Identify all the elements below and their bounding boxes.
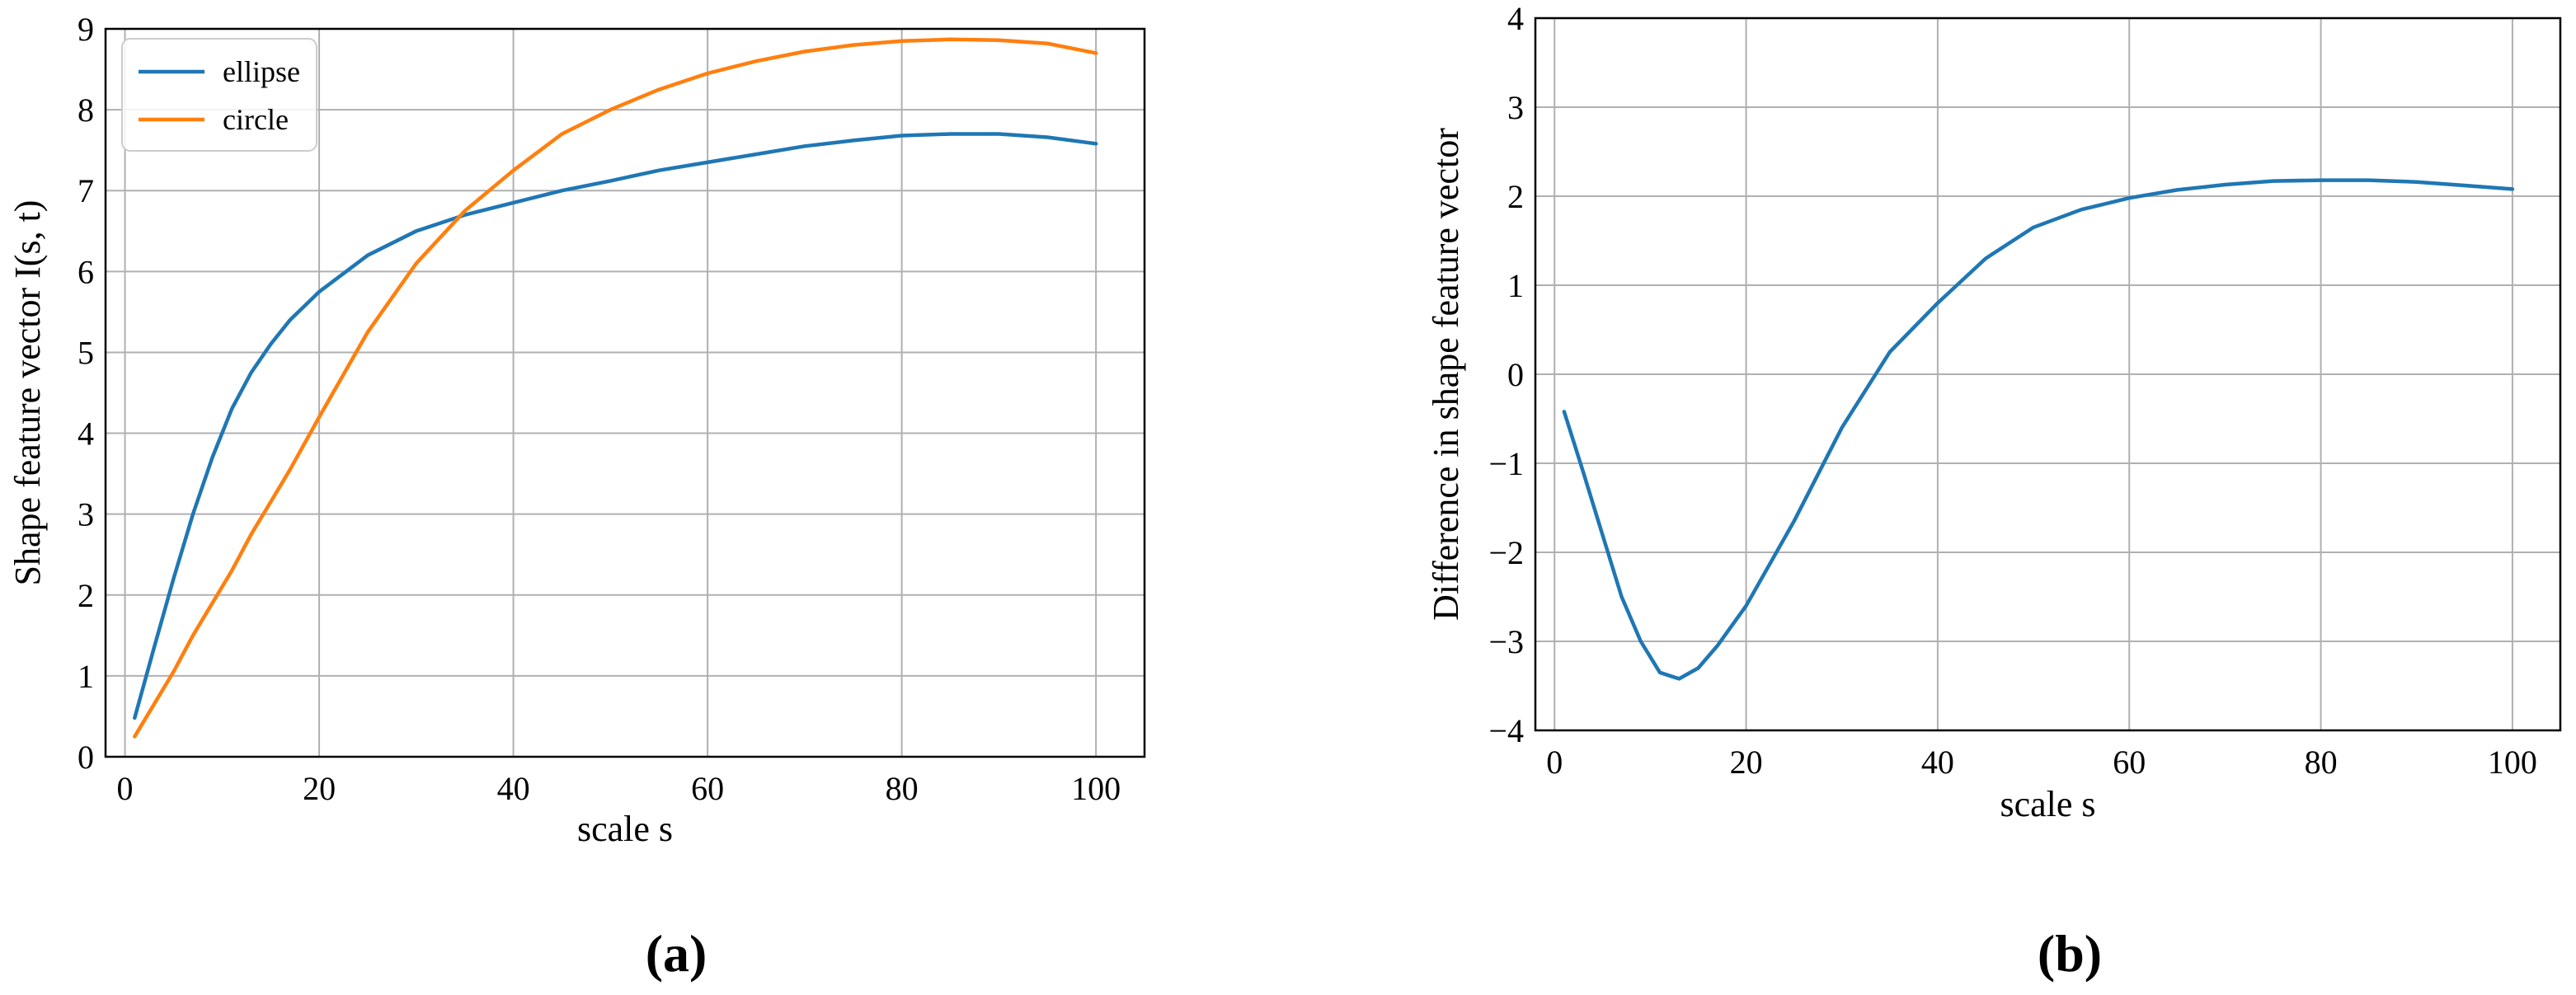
y-tick-label: 1 — [78, 658, 94, 695]
series-line-ellipse — [133, 132, 1098, 720]
y-axis-label: Shape feature vector I(s, t) — [7, 200, 48, 586]
x-tick-label: 0 — [117, 770, 134, 807]
y-tick-label: 5 — [78, 334, 94, 371]
y-tick-label: 2 — [1507, 178, 1524, 215]
x-tick-label: 60 — [2113, 744, 2146, 781]
legend-label-ellipse: ellipse — [223, 55, 300, 88]
panel-label-b: (b) — [2038, 924, 2102, 983]
y-tick-label: 7 — [78, 172, 94, 209]
legend: ellipse circle — [121, 38, 317, 152]
panel-label-a: (a) — [646, 924, 707, 983]
y-tick-label: 9 — [78, 11, 94, 48]
x-tick-label: 100 — [2488, 744, 2537, 781]
axes-frame — [1534, 16, 2562, 732]
x-tick-label: 80 — [2305, 744, 2338, 781]
y-tick-label: −2 — [1488, 534, 1524, 571]
y-tick-label: 1 — [1507, 267, 1524, 304]
series-line-difference — [1562, 178, 2515, 681]
x-tick-label: 100 — [1071, 770, 1121, 807]
chart-a: 0 20 40 60 80 100 0 1 2 3 4 5 6 7 8 9 scale s Shape featu… — [7, 11, 1146, 849]
x-tick-label: 0 — [1546, 744, 1563, 781]
x-tick-label: 20 — [1730, 744, 1763, 781]
x-tick-label: 20 — [303, 770, 336, 807]
y-tick-label: −3 — [1488, 623, 1524, 660]
y-tick-label: 4 — [78, 415, 94, 453]
y-tick-label: 3 — [1507, 89, 1524, 126]
x-tick-label: 60 — [691, 770, 724, 807]
y-tick-label: −4 — [1488, 712, 1524, 749]
x-tick-label: 40 — [1921, 744, 1954, 781]
y-tick-label: 3 — [78, 496, 94, 533]
x-axis-label: scale s — [577, 809, 673, 849]
series-line-circle — [133, 37, 1098, 739]
y-tick-label: 0 — [1507, 356, 1524, 393]
x-tick-label: 80 — [886, 770, 919, 807]
legend-box — [121, 38, 317, 152]
y-tick-label: 0 — [78, 739, 94, 776]
y-tick-label: 2 — [78, 577, 94, 614]
y-tick-label: −1 — [1488, 445, 1524, 482]
y-axis-label: Difference in shape feature vector — [1426, 128, 1466, 621]
y-tick-label: 6 — [78, 253, 94, 290]
legend-label-circle: circle — [223, 103, 289, 136]
y-tick-label: 8 — [78, 92, 94, 129]
y-tick-label: 4 — [1507, 0, 1524, 37]
x-axis-label: scale s — [2000, 784, 2095, 824]
axes-frame — [104, 27, 1146, 758]
chart-b: 0 20 40 60 80 100 −4 −3 −2 −1 0 1 2 3 4 scale s Differen… — [1426, 0, 2562, 824]
x-tick-label: 40 — [497, 770, 530, 807]
